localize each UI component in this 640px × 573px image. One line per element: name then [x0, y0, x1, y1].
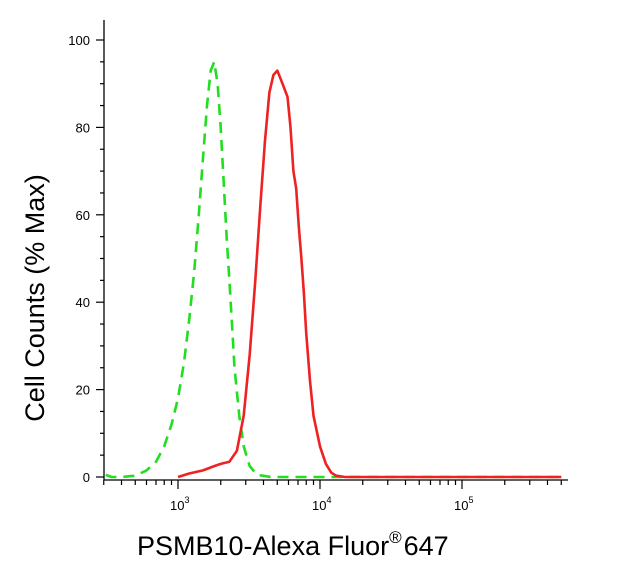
- x-axis-label: PSMB10-Alexa Fluor®647: [137, 528, 449, 561]
- y-tick-label: 0: [83, 470, 90, 485]
- x-tick-label: 105: [454, 495, 473, 513]
- y-tick-label: 80: [76, 120, 90, 135]
- y-tick-label: 100: [68, 33, 90, 48]
- x-axis-label-prefix: PSMB10-Alexa Fluor: [137, 531, 389, 561]
- series-line-control: [105, 60, 562, 479]
- axes: 0 20 40 60 80 100 103 104 105: [68, 20, 568, 513]
- y-tick-label: 40: [76, 295, 90, 310]
- y-tick-label: 60: [76, 208, 90, 223]
- series-layer: [105, 60, 562, 479]
- x-tick-label: 103: [170, 495, 189, 513]
- x-axis-label-registered: ®: [389, 528, 402, 547]
- series-line-sample: [177, 69, 562, 479]
- y-tick-label: 20: [76, 383, 90, 398]
- x-tick-label: 104: [312, 495, 331, 513]
- x-axis-label-suffix: 647: [404, 531, 449, 561]
- y-axis-label: Cell Counts (% Max): [20, 174, 50, 422]
